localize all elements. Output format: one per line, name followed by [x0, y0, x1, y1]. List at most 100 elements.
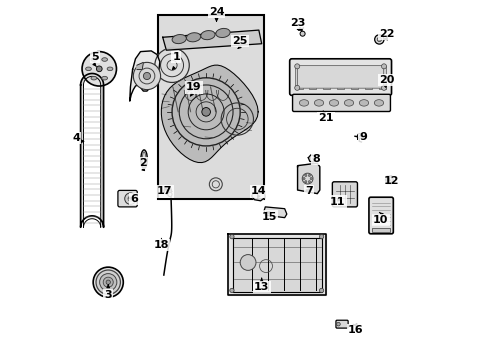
Circle shape [166, 189, 169, 192]
Text: 1: 1 [172, 52, 180, 62]
Ellipse shape [299, 100, 308, 106]
Ellipse shape [102, 76, 107, 80]
Text: 19: 19 [185, 82, 201, 93]
Text: 8: 8 [312, 154, 320, 164]
Polygon shape [251, 192, 265, 201]
Ellipse shape [107, 67, 113, 71]
Bar [364, 66, 371, 89]
Circle shape [304, 174, 306, 176]
Circle shape [164, 187, 171, 194]
Circle shape [319, 288, 323, 293]
Ellipse shape [344, 100, 353, 106]
Ellipse shape [373, 100, 383, 106]
Circle shape [82, 51, 116, 86]
Text: 3: 3 [104, 291, 112, 301]
Ellipse shape [102, 58, 107, 61]
Circle shape [308, 174, 310, 176]
Ellipse shape [329, 100, 338, 106]
Circle shape [143, 72, 150, 80]
Text: 15: 15 [262, 212, 277, 221]
Polygon shape [81, 73, 103, 227]
Text: 10: 10 [372, 215, 387, 225]
Polygon shape [264, 207, 286, 218]
Polygon shape [297, 163, 319, 194]
Circle shape [374, 35, 383, 44]
FancyBboxPatch shape [118, 190, 137, 207]
Text: 17: 17 [157, 186, 172, 197]
Text: 11: 11 [329, 197, 345, 207]
Ellipse shape [314, 100, 323, 106]
Circle shape [381, 64, 386, 69]
Bar [308, 66, 316, 89]
Polygon shape [83, 76, 101, 227]
Circle shape [303, 177, 305, 180]
Ellipse shape [186, 33, 200, 42]
Circle shape [309, 177, 312, 180]
Text: 25: 25 [232, 36, 247, 46]
Ellipse shape [201, 31, 215, 40]
FancyBboxPatch shape [332, 182, 357, 207]
Text: 4: 4 [72, 133, 80, 143]
Text: 24: 24 [208, 7, 224, 17]
Text: 22: 22 [379, 29, 394, 39]
Circle shape [124, 193, 136, 204]
Polygon shape [129, 51, 160, 101]
Text: 23: 23 [289, 18, 305, 28]
Polygon shape [161, 65, 258, 163]
Ellipse shape [359, 100, 368, 106]
Bar [158, 15, 264, 199]
Text: 21: 21 [318, 113, 333, 123]
Ellipse shape [172, 35, 186, 44]
Circle shape [229, 288, 234, 293]
Circle shape [304, 181, 306, 183]
Circle shape [93, 267, 123, 297]
Circle shape [106, 280, 110, 284]
Circle shape [167, 192, 172, 197]
Circle shape [96, 270, 120, 294]
Circle shape [300, 31, 305, 36]
Circle shape [376, 37, 381, 41]
Circle shape [357, 134, 362, 138]
Text: 6: 6 [130, 194, 138, 204]
Circle shape [202, 108, 210, 116]
Bar [378, 66, 385, 89]
Ellipse shape [141, 150, 147, 168]
Polygon shape [228, 234, 325, 296]
Bar [336, 66, 344, 89]
Text: 7: 7 [305, 186, 312, 197]
Bar [371, 228, 389, 232]
Text: 9: 9 [358, 132, 366, 142]
Circle shape [96, 66, 102, 72]
Ellipse shape [91, 76, 97, 80]
Circle shape [185, 82, 194, 90]
Polygon shape [137, 62, 143, 69]
Polygon shape [163, 30, 261, 50]
Circle shape [229, 234, 234, 239]
Circle shape [294, 85, 299, 90]
Circle shape [133, 62, 160, 90]
FancyBboxPatch shape [335, 320, 347, 328]
Text: 16: 16 [347, 325, 363, 335]
Circle shape [240, 255, 255, 270]
Text: 12: 12 [383, 176, 399, 186]
Circle shape [308, 181, 310, 183]
Circle shape [381, 85, 386, 90]
FancyBboxPatch shape [289, 59, 391, 95]
Circle shape [100, 274, 117, 291]
Bar [350, 66, 357, 89]
Text: 5: 5 [91, 52, 98, 62]
Ellipse shape [91, 58, 97, 61]
Text: 20: 20 [379, 75, 394, 85]
Bar [295, 66, 302, 89]
Circle shape [319, 234, 323, 239]
Polygon shape [308, 155, 315, 162]
FancyBboxPatch shape [292, 94, 389, 112]
Polygon shape [233, 238, 321, 292]
Ellipse shape [215, 28, 230, 37]
Polygon shape [385, 176, 392, 184]
Text: 14: 14 [250, 186, 266, 197]
Circle shape [187, 84, 192, 88]
Circle shape [294, 64, 299, 69]
Text: 13: 13 [253, 282, 269, 292]
Ellipse shape [85, 67, 91, 71]
